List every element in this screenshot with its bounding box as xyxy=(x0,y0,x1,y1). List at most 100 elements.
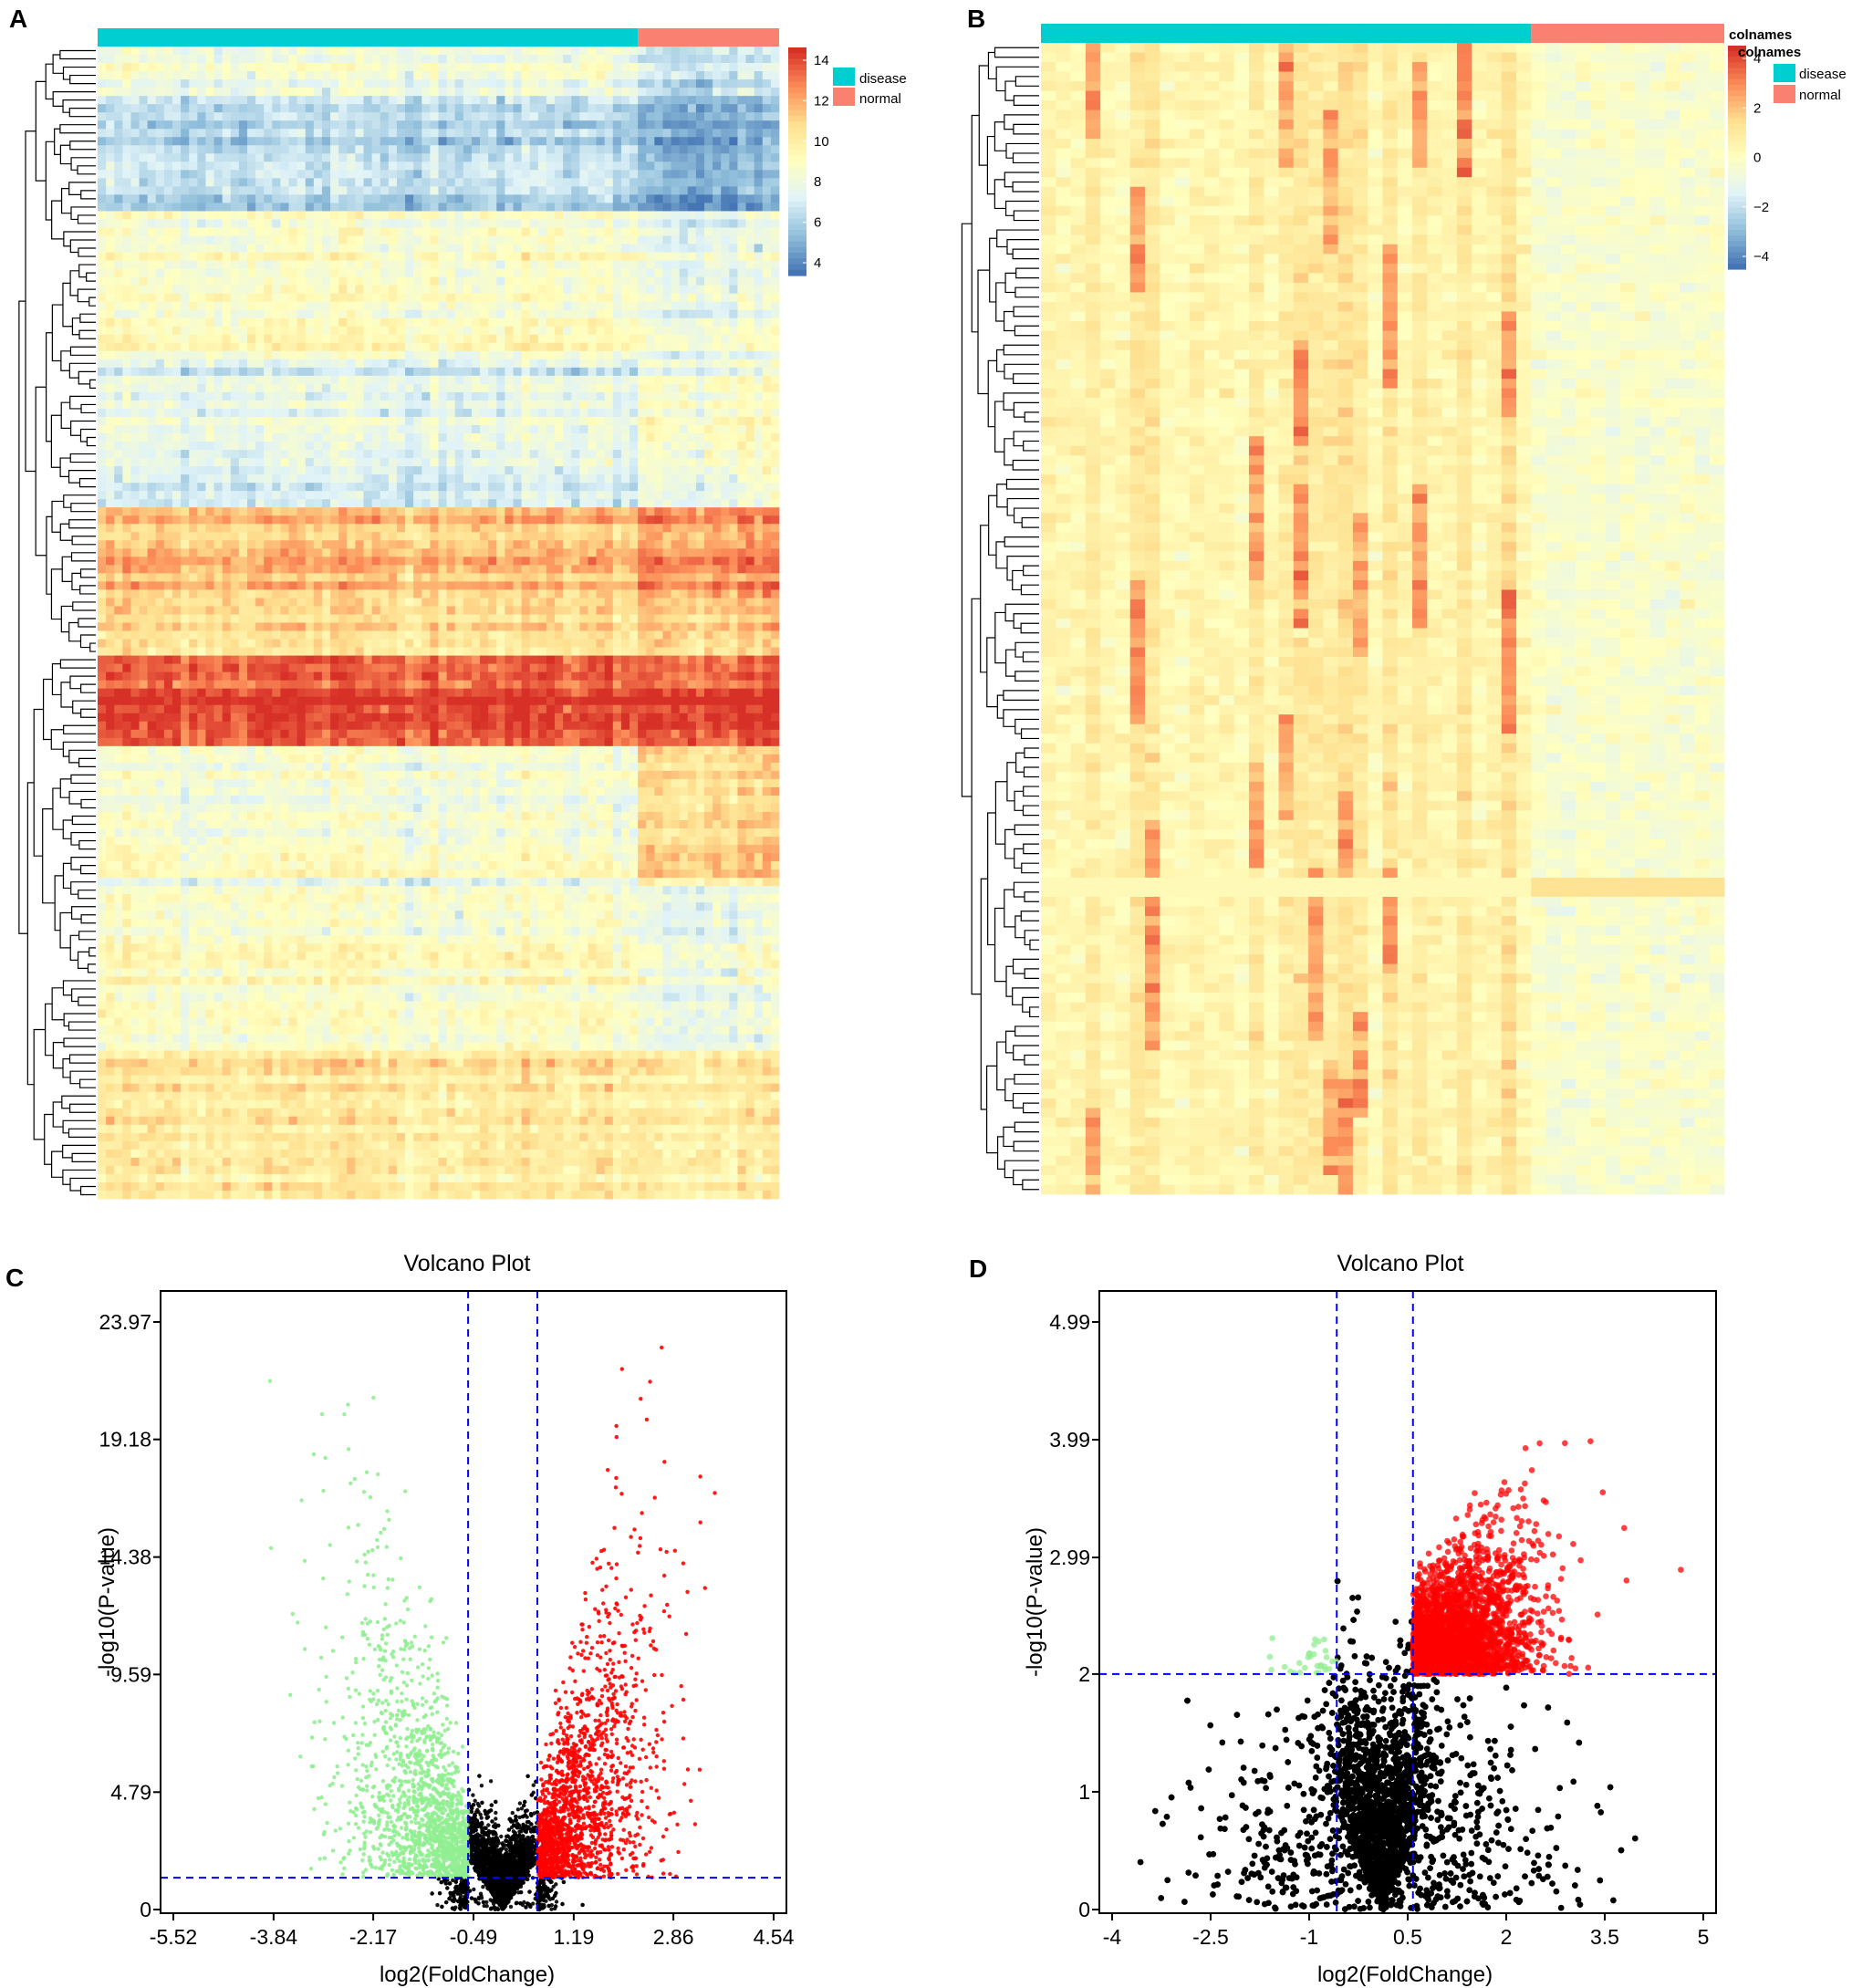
heatmap-a-cell xyxy=(197,416,206,426)
heatmap-a-cell xyxy=(255,499,265,508)
heatmap-a-cell xyxy=(163,442,173,451)
heatmap-a-cell xyxy=(721,194,730,203)
heatmap-a-cell xyxy=(288,120,298,130)
heatmap-a-cell xyxy=(430,186,439,195)
heatmap-a-cell xyxy=(704,186,713,195)
heatmap-a-cell xyxy=(521,474,531,484)
heatmap-a-cell xyxy=(620,391,630,401)
heatmap-a-cell xyxy=(463,326,473,336)
heatmap-a-cell xyxy=(671,433,681,442)
heatmap-a-cell xyxy=(638,219,647,228)
heatmap-a-cell xyxy=(246,342,256,352)
heatmap-a-cell xyxy=(122,442,131,451)
heatmap-a-cell xyxy=(181,540,190,549)
heatmap-a-cell xyxy=(713,55,722,64)
heatmap-a-cell xyxy=(246,244,256,253)
heatmap-a-cell xyxy=(471,252,481,261)
heatmap-a-cell xyxy=(230,391,240,401)
heatmap-a-cell xyxy=(454,194,464,203)
heatmap-a-cell xyxy=(421,293,431,303)
heatmap-a-cell xyxy=(446,458,456,467)
heatmap-a-cell xyxy=(338,367,348,377)
heatmap-a-cell xyxy=(579,491,588,500)
heatmap-a-cell xyxy=(98,507,107,516)
heatmap-a-cell xyxy=(687,96,697,105)
heatmap-a-cell xyxy=(264,532,273,541)
heatmap-a-cell xyxy=(463,203,473,212)
heatmap-a-cell xyxy=(122,350,131,360)
heatmap-a-cell xyxy=(446,483,456,492)
heatmap-a-cell xyxy=(172,424,182,434)
heatmap-a-cell xyxy=(421,367,431,377)
heatmap-a-cell xyxy=(737,203,746,212)
heatmap-a-cell xyxy=(388,244,398,253)
heatmap-a-cell xyxy=(430,88,439,97)
heatmap-a-cell xyxy=(355,71,364,80)
heatmap-a-cell xyxy=(181,244,190,253)
heatmap-a-cell xyxy=(246,186,256,195)
heatmap-a-cell xyxy=(537,252,547,261)
heatmap-a-cell xyxy=(604,424,614,434)
heatmap-a-cell xyxy=(620,55,630,64)
heatmap-a-cell xyxy=(537,55,547,64)
heatmap-a-cell xyxy=(130,235,140,245)
heatmap-a-cell xyxy=(571,326,580,336)
heatmap-a-cell xyxy=(313,96,323,105)
heatmap-a-cell xyxy=(98,375,107,385)
heatmap-a-cell xyxy=(189,293,198,303)
heatmap-a-cell xyxy=(596,194,606,203)
heatmap-a-cell xyxy=(471,524,481,533)
heatmap-a-cell xyxy=(513,129,522,138)
heatmap-a-cell xyxy=(679,491,689,500)
heatmap-a-cell xyxy=(371,326,381,336)
heatmap-a-cell xyxy=(280,450,289,459)
heatmap-a-cell xyxy=(521,532,531,541)
heatmap-a-cell xyxy=(505,350,514,360)
heatmap-a-cell xyxy=(704,194,713,203)
heatmap-a-cell xyxy=(671,227,681,236)
heatmap-a-cell xyxy=(729,235,738,245)
heatmap-a-cell xyxy=(529,391,539,401)
heatmap-a-cell xyxy=(246,524,256,533)
heatmap-a-cell xyxy=(114,170,123,179)
heatmap-a-cell xyxy=(130,260,140,269)
heatmap-a-cell xyxy=(546,145,556,154)
heatmap-a-cell xyxy=(197,317,206,328)
heatmap-a-cell xyxy=(197,342,206,352)
heatmap-a-cell xyxy=(213,433,224,442)
heatmap-a-cell xyxy=(189,235,198,245)
heatmap-a-cell xyxy=(571,359,580,369)
heatmap-a-cell xyxy=(172,161,182,171)
heatmap-a-cell xyxy=(729,450,738,459)
heatmap-a-cell xyxy=(546,186,556,195)
heatmap-a-cell xyxy=(620,88,630,97)
heatmap-a-cell xyxy=(189,252,198,261)
heatmap-a-cell xyxy=(521,408,531,418)
heatmap-a-cell xyxy=(695,532,705,541)
heatmap-a-cell xyxy=(230,458,240,467)
heatmap-a-cell xyxy=(463,47,473,56)
heatmap-a-cell xyxy=(297,334,307,344)
heatmap-a-cell xyxy=(438,293,448,303)
heatmap-a-cell xyxy=(454,359,464,369)
heatmap-a-cell xyxy=(388,466,398,475)
heatmap-a-cell xyxy=(471,153,481,162)
heatmap-a-cell xyxy=(687,227,697,236)
heatmap-a-cell xyxy=(413,285,422,295)
heatmap-a-cell xyxy=(139,342,149,352)
heatmap-a-cell xyxy=(546,499,556,508)
heatmap-a-cell xyxy=(620,334,630,344)
heatmap-a-cell xyxy=(238,96,248,105)
heatmap-a-cell xyxy=(114,153,123,162)
heatmap-a-cell xyxy=(181,499,190,508)
heatmap-a-cell xyxy=(413,450,422,459)
heatmap-a-cell xyxy=(596,235,606,245)
heatmap-a-cell xyxy=(347,342,356,352)
heatmap-a-cell xyxy=(654,194,663,203)
heatmap-a-cell xyxy=(704,252,713,261)
heatmap-a-cell xyxy=(106,268,115,277)
heatmap-a-cell xyxy=(505,194,514,203)
heatmap-a-cell xyxy=(280,285,289,295)
heatmap-a-cell xyxy=(563,161,572,171)
heatmap-a-cell xyxy=(454,450,464,459)
